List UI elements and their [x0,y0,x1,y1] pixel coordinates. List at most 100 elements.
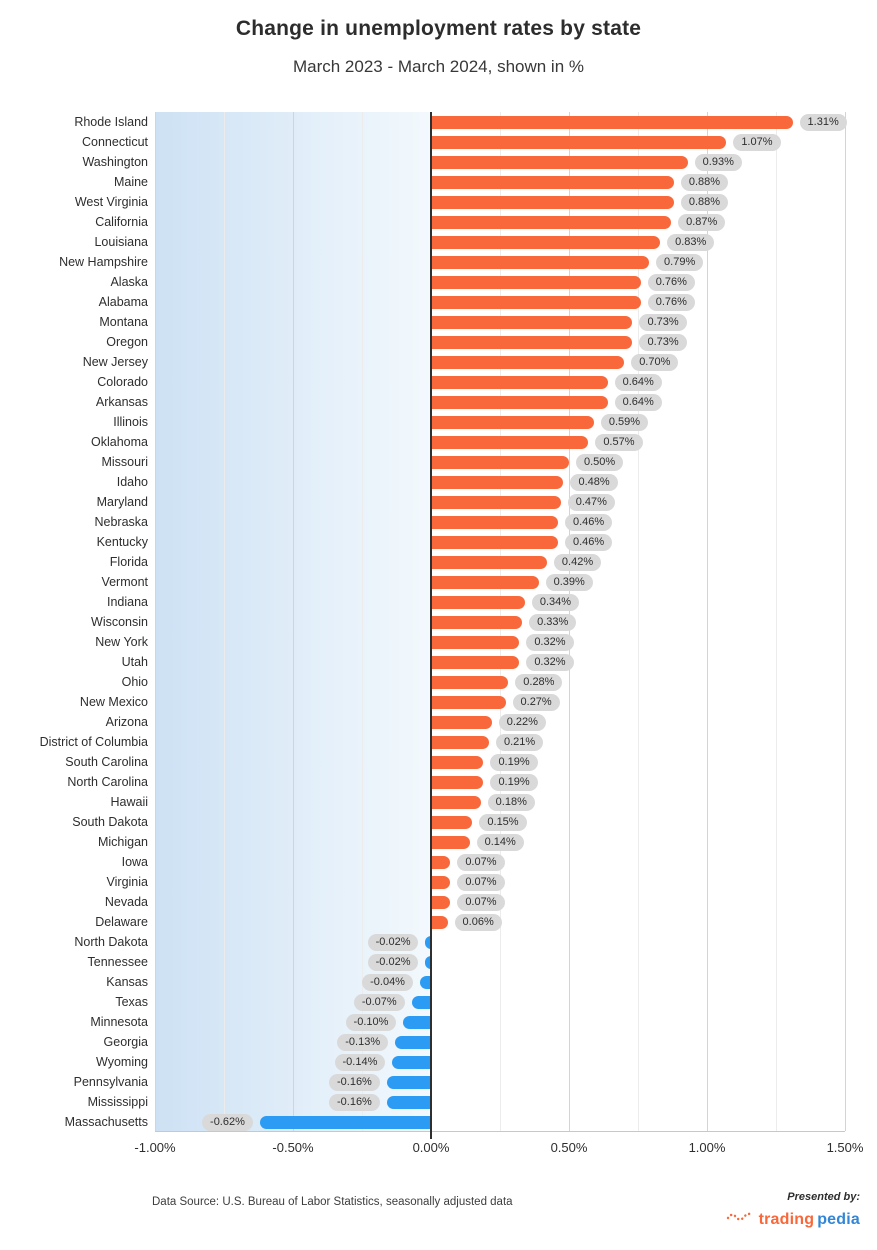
brand-text-pedia: pedia [817,1210,860,1228]
value-label: 0.83% [667,233,715,251]
state-label: Utah [121,655,148,669]
state-label: Vermont [101,575,148,589]
bar [431,115,793,129]
state-label: Tennessee [87,955,148,969]
bar [431,295,641,309]
value-label: -0.02% [367,953,419,971]
value-label: 0.32% [526,653,574,671]
value-label: 0.19% [490,753,538,771]
state-label: Maryland [96,495,148,509]
bar [411,995,431,1009]
value-label: 0.59% [600,413,649,431]
x-tick-label: -0.50% [272,1140,314,1155]
value-label: 0.48% [570,473,618,491]
value-label: -0.14% [334,1053,386,1071]
state-label: Texas [115,995,148,1009]
bar [431,195,674,209]
bar [392,1055,431,1069]
bar [431,235,661,249]
bar [395,1035,431,1049]
value-label: 0.06% [454,913,502,931]
value-label: 0.64% [614,373,662,391]
gridline [155,112,156,1131]
value-label: -0.02% [367,933,419,951]
state-label: Hawaii [110,795,148,809]
bar [431,795,481,809]
state-label: Nevada [104,895,148,909]
bar [419,975,431,989]
state-label: Michigan [97,835,148,849]
gridline [776,112,777,1131]
bar [431,755,484,769]
state-label: Washington [82,155,148,169]
value-label: 0.70% [631,353,679,371]
state-label: Arkansas [95,395,148,409]
bar [431,135,727,149]
tradingpedia-squiggle-icon [726,1210,756,1229]
gridline [362,112,363,1131]
state-label: South Dakota [72,815,148,829]
bar [431,415,594,429]
value-label: 0.46% [564,533,613,551]
value-label: 0.39% [545,573,593,591]
value-label: 0.32% [526,633,574,651]
state-label: Virginia [106,875,148,889]
x-tick-label: 1.50% [826,1140,864,1155]
bar [431,395,608,409]
bar [431,355,625,369]
data-source-note: Data Source: U.S. Bureau of Labor Statis… [152,1196,513,1208]
bar [425,935,431,949]
state-label: Oklahoma [91,435,148,449]
state-label: Minnesota [90,1015,148,1029]
bar [431,495,561,509]
x-tick-label: 0.50% [550,1140,588,1155]
value-label: 0.07% [457,893,505,911]
value-label: 0.64% [614,393,662,411]
value-label: -0.13% [337,1033,389,1051]
bar [431,875,451,889]
bar [431,615,523,629]
state-label: Montana [99,315,148,329]
state-label: Massachusetts [64,1115,148,1129]
bar [386,1075,431,1089]
state-label: Louisiana [94,235,148,249]
gridline [224,112,225,1131]
presented-by-label: Presented by: [787,1191,860,1203]
state-label: New Hampshire [59,255,148,269]
bar [431,635,520,649]
bar [431,835,470,849]
x-tick-label: 1.00% [688,1140,726,1155]
state-label: North Dakota [74,935,148,949]
bar [431,815,473,829]
state-label: Florida [109,555,148,569]
value-label: 1.31% [799,113,847,131]
value-label: 0.28% [515,673,563,691]
state-label: New Jersey [82,355,148,369]
bar [431,155,688,169]
value-label: -0.04% [362,973,413,991]
value-label: 0.87% [678,213,726,231]
state-label: North Carolina [67,775,148,789]
bar [431,275,641,289]
state-label: Georgia [103,1035,148,1049]
bar [431,855,451,869]
value-label: 0.79% [656,253,704,271]
value-label: -0.16% [328,1073,380,1091]
bar [431,455,569,469]
bar [431,895,451,909]
state-label: Oregon [106,335,148,349]
state-label: Alaska [110,275,148,289]
value-label: 1.07% [733,133,781,151]
state-label: West Virginia [74,195,148,209]
value-label: 0.88% [680,173,729,191]
state-label: Pennsylvania [73,1075,148,1089]
x-axis: -1.00% -0.50% 0.00% 0.50% 1.00% 1.50% [134,1140,863,1160]
state-label: Connecticut [81,135,148,149]
bar [431,255,650,269]
state-label: Maine [113,175,148,189]
state-labels: Rhode Island Connecticut Washington Maine We… [0,112,148,1132]
value-label: 0.14% [476,833,524,851]
bar [431,175,674,189]
state-label: Mississippi [87,1095,148,1109]
state-label: Kentucky [96,535,148,549]
